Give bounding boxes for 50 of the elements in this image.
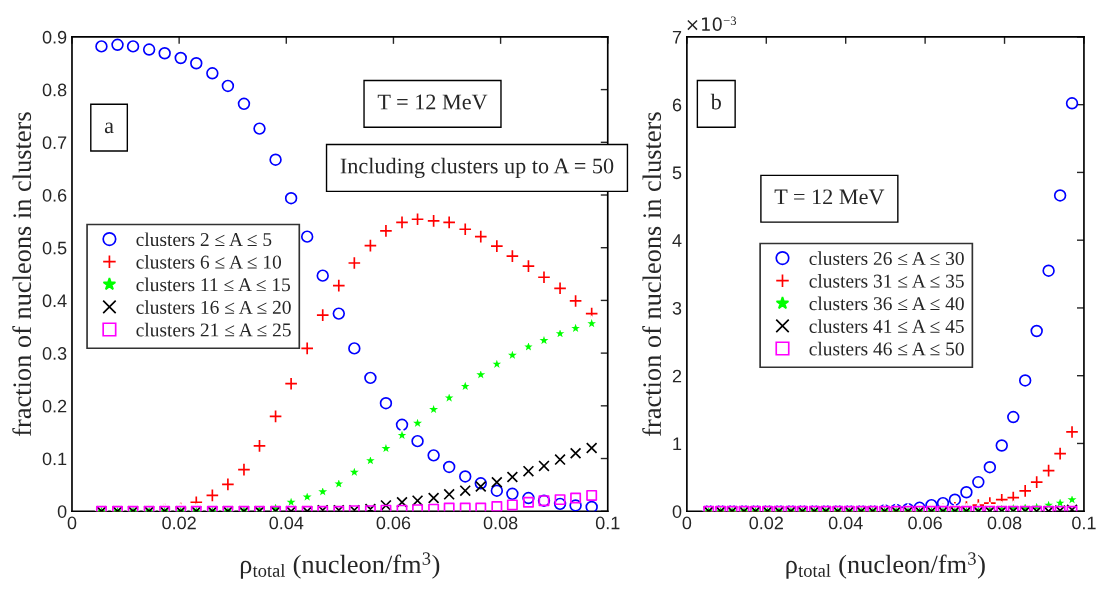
x-tick-label: 0.02 [162,516,196,530]
y-tick-label: 0.1 [42,452,67,466]
text: ×10$^{−3}$ [687,16,737,31]
y-tick-label: 0.9 [42,30,67,44]
x-tick-label: 0.08 [483,516,518,530]
annotation: T = 12 MeV [377,94,488,110]
annotation: b [710,93,721,110]
y-tick-label: 0.3 [42,347,67,360]
annotation: T = 12 MeV [774,189,885,205]
y-tick-label: 0.4 [42,294,67,308]
legend-label: clusters 31 ≤ A ≤ 35 [809,273,964,288]
x-tick-label: 0.02 [749,516,783,530]
x-tick-label: 0.04 [269,516,304,530]
legend-label: clusters 36 ≤ A ≤ 40 [809,296,964,311]
y-tick-label: 0 [672,505,682,518]
y-tick-label: 0.8 [42,83,67,97]
y-tick-label: 7 [672,31,682,44]
y-tick-label: 0.5 [42,241,67,255]
x-axis-title: ρ$_{total}$ (nucleon/fm$^{3}$) [786,552,985,579]
legend-label: clusters 6 ≤ A ≤ 10 [136,255,282,269]
x-tick-label: 0.1 [1072,516,1096,530]
y-tick-label: 5 [672,166,682,180]
y-tick-label: 2 [672,369,682,383]
legend-label: clusters 21 ≤ A ≤ 25 [136,322,291,337]
x-tick-label: 0 [682,516,692,530]
legend-label: clusters 16 ≤ A ≤ 20 [136,300,291,314]
legend-label: clusters 26 ≤ A ≤ 30 [809,251,964,266]
x-axis-title: ρ$_{total}$ (nucleon/fm$^{3}$) [240,552,440,579]
x-tick-label: 0.06 [376,516,411,530]
legend-label: clusters 2 ≤ A ≤ 5 [136,232,272,247]
x-tick-label: 0 [67,516,77,530]
x-tick-label: 0.06 [908,516,942,530]
y-tick-label: 0.2 [42,399,67,413]
y-axis-title: fraction of nucleons in clusters [642,112,662,436]
legend-label: clusters 41 ≤ A ≤ 45 [809,319,964,333]
y-tick-label: 4 [672,234,682,247]
annotation: a [104,122,114,134]
x-tick-label: 0.08 [987,516,1022,530]
x-tick-label: 0.04 [828,516,863,530]
annotation: Including clusters up to A = 50 [340,157,614,179]
y-tick-label: 0.7 [42,136,67,150]
y-axis-title: fraction of nucleons in clusters [12,112,32,436]
y-tick-label: 0 [57,505,67,518]
y-tick-label: 6 [672,98,682,112]
x-tick-label: 0.1 [595,516,620,530]
legend-label: clusters 46 ≤ A ≤ 50 [809,341,964,356]
y-tick-label: 1 [673,437,682,451]
legend-label: clusters 11 ≤ A ≤ 15 [136,277,291,292]
y-tick-label: 0.6 [42,188,67,202]
y-tick-label: 3 [672,301,682,315]
